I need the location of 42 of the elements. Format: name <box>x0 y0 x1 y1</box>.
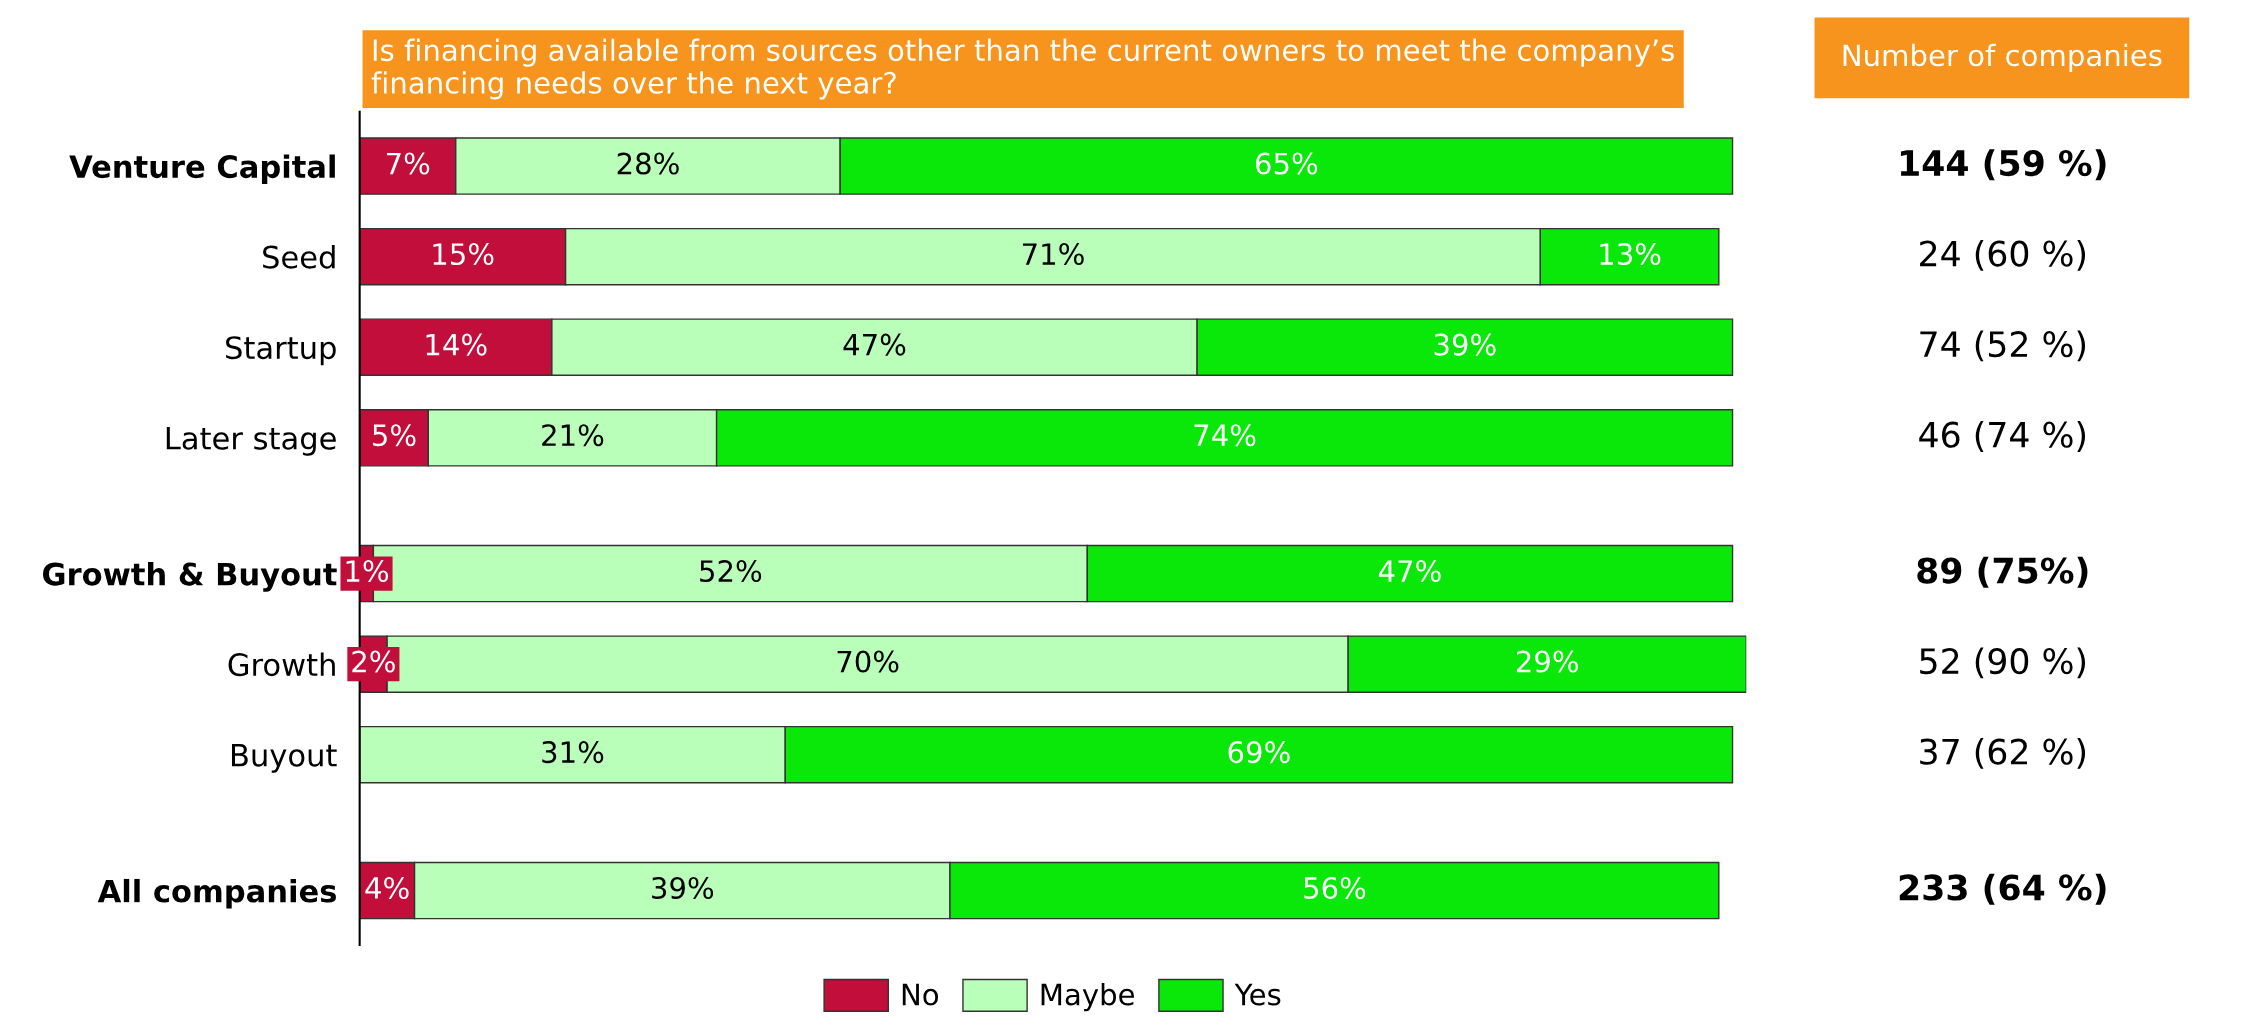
legend-label: Maybe <box>1041 982 1134 1012</box>
text: 144 (59 %) <box>1900 149 2106 181</box>
y-tick-label: All companies <box>97 878 336 909</box>
data-label: 31% <box>542 741 604 764</box>
data-label: 47% <box>1378 560 1441 583</box>
y-tick-label: Seed <box>263 245 335 269</box>
legend-label: Yes <box>1234 983 1281 1006</box>
data-label: 4% <box>365 876 409 900</box>
text: 52 (90 %) <box>1920 647 2086 679</box>
data-label: 14% <box>426 333 487 356</box>
data-label: 52% <box>700 560 762 583</box>
data-label: 13% <box>1600 243 1661 266</box>
data-label: 71% <box>1022 243 1084 266</box>
data-label: 39% <box>1434 333 1496 356</box>
y-tick-label: Startup <box>226 336 336 366</box>
y-tick-label: Buyout <box>231 744 337 773</box>
data-label: 56% <box>1304 876 1366 900</box>
data-label: 29% <box>1516 650 1578 673</box>
data-label: 70% <box>837 650 899 673</box>
y-tick-label: Growth & Buyout <box>43 561 337 592</box>
text: Number of companies <box>1843 43 2162 73</box>
data-label: 15% <box>433 243 494 266</box>
y-tick-label: Venture Capital <box>69 154 335 185</box>
chart-title: Is financing available from sources other than the current owners to meet the company’s financing needs over the next year? <box>371 38 1674 100</box>
data-label: 69% <box>1228 741 1290 764</box>
text: 46 (74 %) <box>1919 421 2086 452</box>
data-label: 47% <box>843 333 906 356</box>
data-label: 39% <box>652 876 714 900</box>
data-label: 21% <box>542 424 604 447</box>
y-tick-label: Later stage <box>166 427 336 456</box>
data-label: 74% <box>1194 424 1256 447</box>
y-tick-label: Growth <box>228 652 335 677</box>
data-label: 28% <box>617 152 679 175</box>
text: 37 (62 %) <box>1920 737 2086 769</box>
data-label: 65% <box>1255 152 1318 175</box>
text: 74 (52 %) <box>1920 330 2086 362</box>
data-label: 5% <box>373 424 416 447</box>
text: 233 (64 %) <box>1899 873 2106 905</box>
legend-label: No <box>902 983 939 1006</box>
text: 24 (60 %) <box>1920 239 2086 271</box>
text: 89 (75%) <box>1917 556 2088 588</box>
data-label: 7% <box>386 152 430 175</box>
